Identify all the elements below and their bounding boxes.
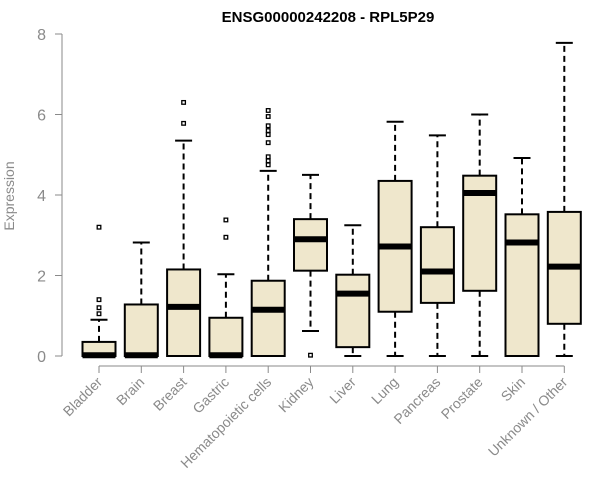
outlier-point [265, 123, 271, 129]
outlier-point [96, 297, 102, 303]
outlier-point [96, 311, 102, 317]
box-bladder [81, 224, 117, 359]
iqr-box [293, 218, 328, 272]
box-kidney [293, 173, 328, 358]
y-tick-label: 8 [37, 27, 46, 44]
x-tick-label: Bladder [60, 374, 106, 420]
outlier-point [308, 352, 313, 358]
x-tick-label: Kidney [275, 374, 317, 416]
y-tick-label: 2 [37, 269, 46, 286]
box-brain [123, 241, 159, 359]
outlier-point [265, 108, 271, 113]
iqr-box [504, 213, 540, 357]
y-axis: 0 2 4 6 8 [37, 27, 63, 366]
outlier-point [265, 132, 271, 138]
outlier-point [265, 158, 271, 164]
box-series [81, 41, 582, 359]
outlier-point [223, 234, 229, 240]
outlier-point [181, 120, 187, 126]
iqr-box [335, 273, 371, 349]
outlier-point [223, 217, 229, 223]
box-liver [335, 224, 371, 357]
y-tick-label: 0 [37, 349, 46, 366]
iqr-box [166, 268, 202, 357]
outlier-point [96, 305, 102, 311]
x-tick-label: Lung [368, 374, 401, 407]
y-tick-label: 6 [37, 108, 46, 125]
outlier-point [265, 128, 271, 134]
x-tick-label: Skin [498, 374, 529, 405]
x-tick-label: Pancreas [390, 374, 443, 427]
outlier-point [181, 99, 187, 105]
iqr-box [123, 303, 159, 358]
box-skin [504, 156, 540, 357]
box-lung [377, 120, 413, 357]
box-breast [166, 99, 202, 357]
x-tick-label: Prostate [438, 374, 486, 422]
iqr-box [208, 316, 244, 358]
x-tick-label: Brain [113, 374, 147, 408]
iqr-box [250, 279, 286, 358]
y-axis-label: Expression [1, 161, 17, 230]
x-tick-label: Breast [150, 374, 190, 414]
outlier-point [265, 140, 271, 146]
iqr-box [419, 226, 455, 304]
outlier-point [96, 224, 102, 230]
chart-title: ENSG00000242208 - RPL5P29 [222, 9, 435, 26]
x-tick-label: Liver [326, 374, 359, 407]
outlier-point [265, 114, 271, 119]
outlier-point [265, 154, 271, 160]
box-prostate [462, 113, 498, 357]
box-gastric [208, 217, 244, 359]
outlier-point [265, 162, 271, 168]
x-tick-label: Unknown / Other [485, 374, 571, 460]
box-hematopoietic-cells [250, 108, 286, 358]
box-unknown-other [546, 41, 582, 357]
box-pancreas [419, 134, 455, 357]
y-tick-label: 4 [37, 188, 46, 205]
